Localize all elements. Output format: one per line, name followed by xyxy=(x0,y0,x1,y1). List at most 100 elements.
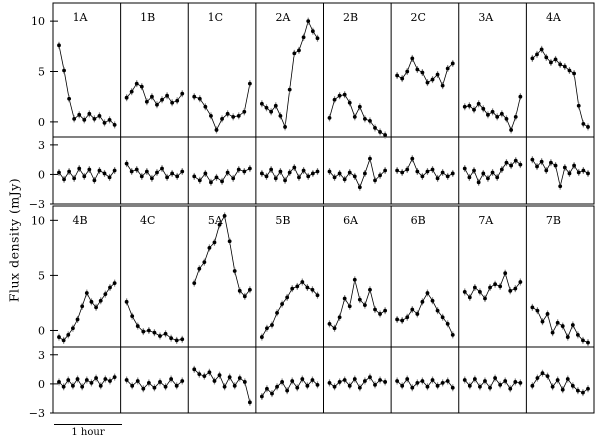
panel-label: 5B xyxy=(275,214,290,227)
data-point xyxy=(280,302,285,306)
data-point xyxy=(327,321,332,326)
data-point xyxy=(405,315,410,320)
residual-point xyxy=(490,170,495,175)
data-point xyxy=(72,116,77,121)
residual-point xyxy=(97,168,102,173)
residual-point xyxy=(499,167,504,172)
data-point xyxy=(405,69,410,74)
residual-point xyxy=(415,169,420,174)
data-point xyxy=(290,286,295,291)
data-point xyxy=(265,326,269,331)
residual-point xyxy=(112,168,117,173)
data-point xyxy=(275,310,279,315)
data-point xyxy=(220,116,224,121)
residual-point xyxy=(107,175,112,180)
residual-point xyxy=(124,161,129,166)
data-point xyxy=(247,287,252,292)
residual-point xyxy=(124,378,129,382)
residual-point xyxy=(435,383,440,388)
data-point xyxy=(232,269,237,273)
residual-point xyxy=(545,374,550,379)
data-point xyxy=(567,68,572,73)
panel-1C: 1C xyxy=(192,11,252,186)
light-curve-line xyxy=(261,281,318,338)
data-point xyxy=(572,71,576,76)
residual-point xyxy=(61,384,66,389)
residual-point xyxy=(310,171,315,176)
residual-point xyxy=(275,384,279,389)
data-point xyxy=(373,307,377,312)
data-point xyxy=(192,281,197,286)
data-point xyxy=(273,103,278,108)
panel-label: 6A xyxy=(343,214,359,227)
data-point xyxy=(462,290,467,294)
data-point xyxy=(242,109,247,114)
data-point xyxy=(82,117,87,122)
data-point xyxy=(400,318,405,323)
data-point xyxy=(158,334,162,338)
data-point xyxy=(467,103,472,108)
data-point xyxy=(555,320,560,325)
residual-point xyxy=(420,379,425,383)
residual-point xyxy=(540,371,545,376)
data-point xyxy=(472,107,476,112)
residual-point xyxy=(270,391,274,396)
residual-point xyxy=(544,168,549,173)
y-tick-label: 0 xyxy=(38,116,45,129)
data-point xyxy=(415,312,420,316)
residual-point xyxy=(192,174,197,179)
resid-y-tick-label: 0 xyxy=(38,168,45,181)
residual-line xyxy=(396,157,453,180)
y-tick-label: 0 xyxy=(38,324,45,337)
data-point xyxy=(89,299,94,304)
residual-point xyxy=(94,376,98,380)
residual-point xyxy=(342,378,347,382)
light-curve-line xyxy=(464,271,521,300)
data-point xyxy=(435,72,440,77)
panel-label: 1B xyxy=(140,11,155,24)
panel-label: 5A xyxy=(208,214,224,227)
data-point xyxy=(383,308,388,313)
residual-point xyxy=(89,381,94,385)
data-point xyxy=(67,96,72,101)
residual-point xyxy=(504,160,509,165)
data-point xyxy=(301,35,306,40)
data-point xyxy=(92,116,97,121)
data-point xyxy=(575,332,580,337)
residual-point xyxy=(535,376,540,380)
residual-point xyxy=(478,384,482,389)
data-point xyxy=(530,305,535,310)
residual-point xyxy=(269,167,274,172)
panel-label: 2C xyxy=(410,11,425,24)
data-point xyxy=(57,43,61,48)
y-axis-label-container: Flux density (mJy) xyxy=(2,150,26,330)
residual-point xyxy=(327,381,332,385)
residual-point xyxy=(197,372,202,377)
data-point xyxy=(415,67,420,72)
residual-point xyxy=(383,168,388,173)
data-point xyxy=(499,111,504,116)
data-point xyxy=(197,266,202,271)
chart-row-bottom: 0 5 10 −3 0 3 4B 4C 5A 5B 6A 6B 7A 7B xyxy=(29,205,595,420)
data-point xyxy=(107,117,112,122)
residual-point xyxy=(476,180,481,185)
residual-point xyxy=(539,159,544,164)
data-point xyxy=(332,97,337,102)
data-point xyxy=(535,52,539,57)
panel-7B: 7B xyxy=(530,214,590,397)
residual-point xyxy=(562,165,567,170)
data-point xyxy=(565,335,570,339)
data-point xyxy=(283,125,287,129)
residual-point xyxy=(332,384,337,389)
resid-y-tick-label: −3 xyxy=(29,407,45,420)
panel-5A: 5A xyxy=(192,212,252,406)
residual-point xyxy=(297,175,301,180)
data-point xyxy=(472,285,477,290)
residual-point xyxy=(155,170,159,175)
data-point xyxy=(270,323,274,327)
residual-point xyxy=(227,375,232,379)
data-point xyxy=(71,326,75,331)
data-point xyxy=(62,68,66,73)
data-point xyxy=(400,76,405,81)
residual-point xyxy=(332,175,337,180)
